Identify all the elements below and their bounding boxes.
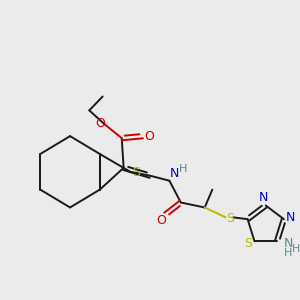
Text: N: N (169, 167, 179, 180)
Text: O: O (144, 130, 154, 142)
Text: H: H (284, 248, 292, 258)
Text: O: O (95, 117, 105, 130)
Text: N: N (284, 237, 293, 250)
Text: S: S (244, 237, 252, 250)
Text: O: O (156, 214, 166, 227)
Text: H: H (292, 244, 300, 254)
Text: N: N (259, 191, 268, 204)
Text: S: S (132, 166, 140, 179)
Text: H: H (178, 164, 187, 174)
Text: N: N (286, 211, 295, 224)
Text: S: S (226, 212, 234, 225)
